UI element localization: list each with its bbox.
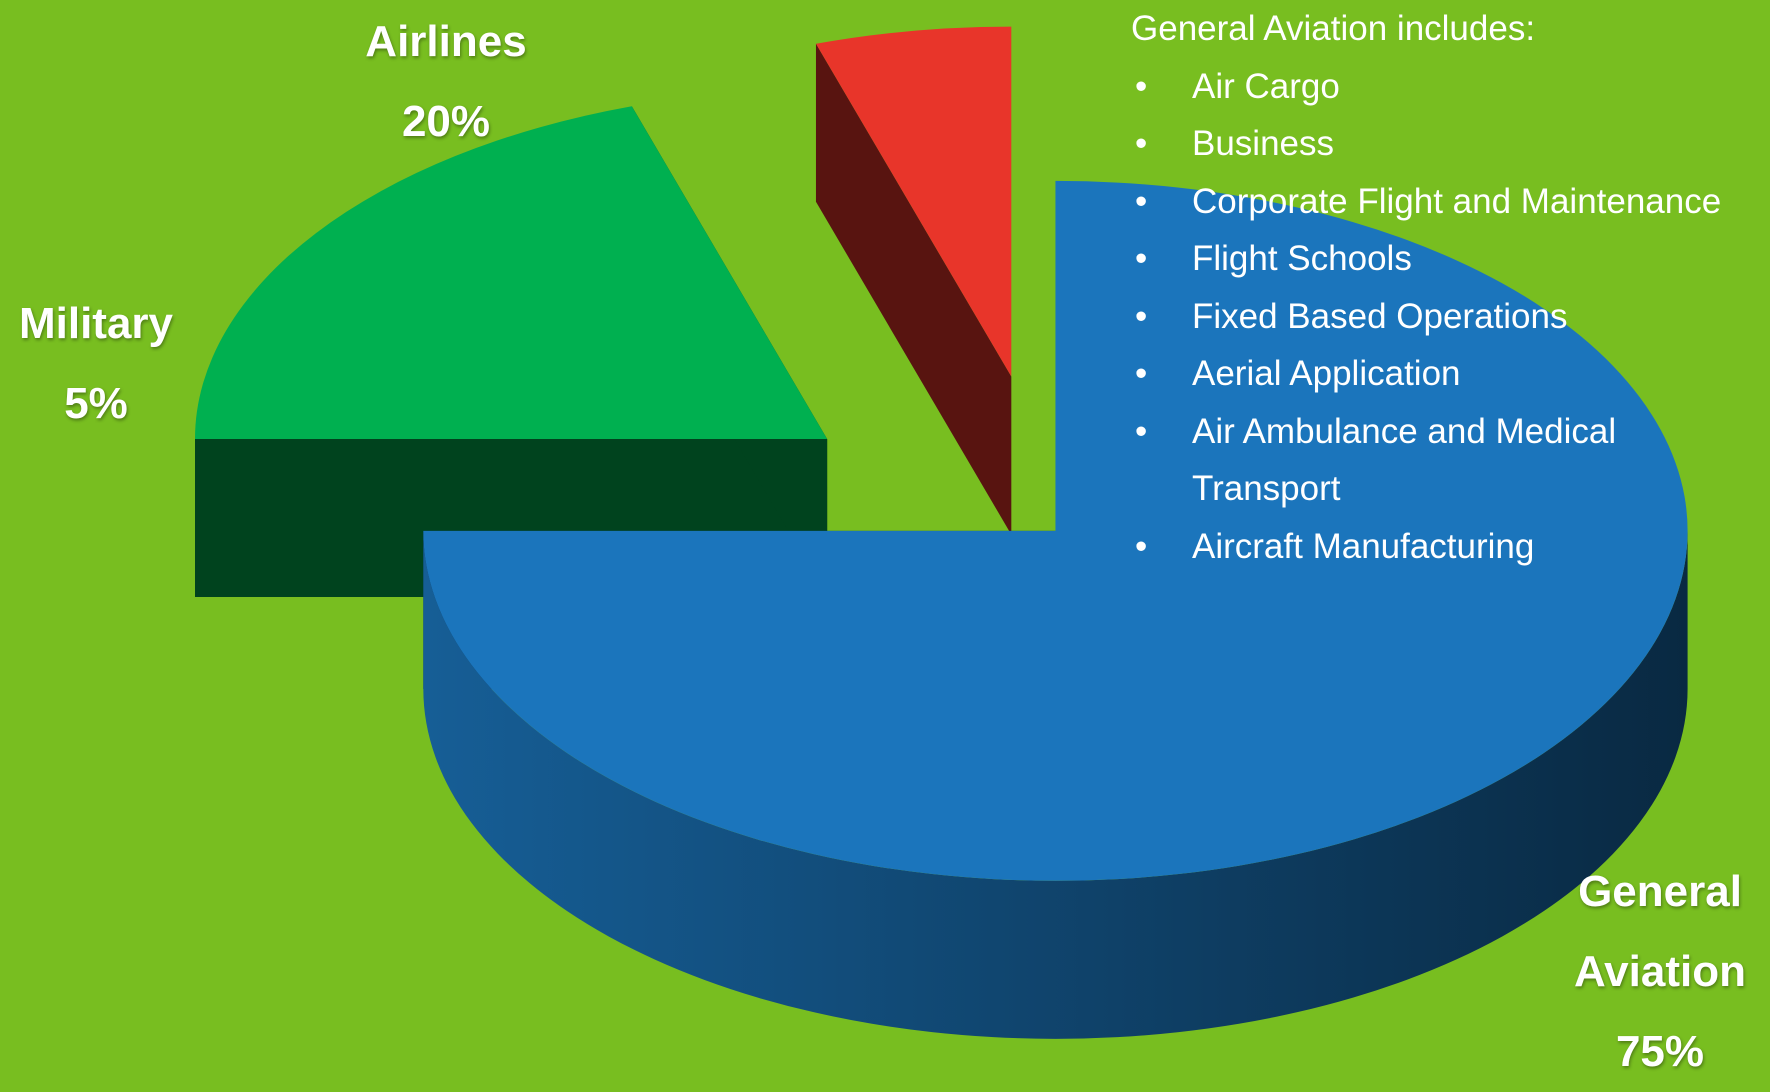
- slice-side: [423, 530, 1688, 1039]
- value-label: 20%: [401, 97, 491, 146]
- value-label: 75%: [1615, 1027, 1705, 1076]
- annotation-item: Air Cargo: [1131, 58, 1752, 116]
- category-label: Military: [18, 299, 174, 348]
- slice-wall: [815, 43, 1012, 535]
- value-label: 5%: [64, 379, 128, 428]
- annotation-item: Aerial Application: [1131, 345, 1752, 403]
- annotation-item: Aircraft Manufacturing: [1131, 518, 1752, 576]
- annotation-list: Air CargoBusinessCorporate Flight and Ma…: [1131, 58, 1751, 576]
- category-label: Airlines: [365, 17, 527, 66]
- annotation-item: Fixed Based Operations: [1131, 288, 1752, 346]
- slice-top: [195, 106, 828, 440]
- annotation-item: Air Ambulance and Medical Transport: [1131, 403, 1752, 518]
- annotation-item: Flight Schools: [1131, 230, 1752, 288]
- slice-top: [815, 26, 1012, 377]
- annotation-title: General Aviation includes:: [1131, 9, 1536, 48]
- annotation-item: Corporate Flight and Maintenance: [1131, 173, 1752, 231]
- annotation-item: Business: [1131, 115, 1752, 173]
- annotation: General Aviation includes: Air CargoBusi…: [1131, 0, 1751, 575]
- slice-label: Military 5%: [0, 284, 196, 444]
- slice-label: Airlines 20%: [346, 2, 546, 162]
- category-label: General Aviation: [1574, 867, 1746, 996]
- slice: [815, 26, 1012, 535]
- slice-label: General Aviation 75%: [1550, 852, 1770, 1092]
- slice: [195, 106, 828, 598]
